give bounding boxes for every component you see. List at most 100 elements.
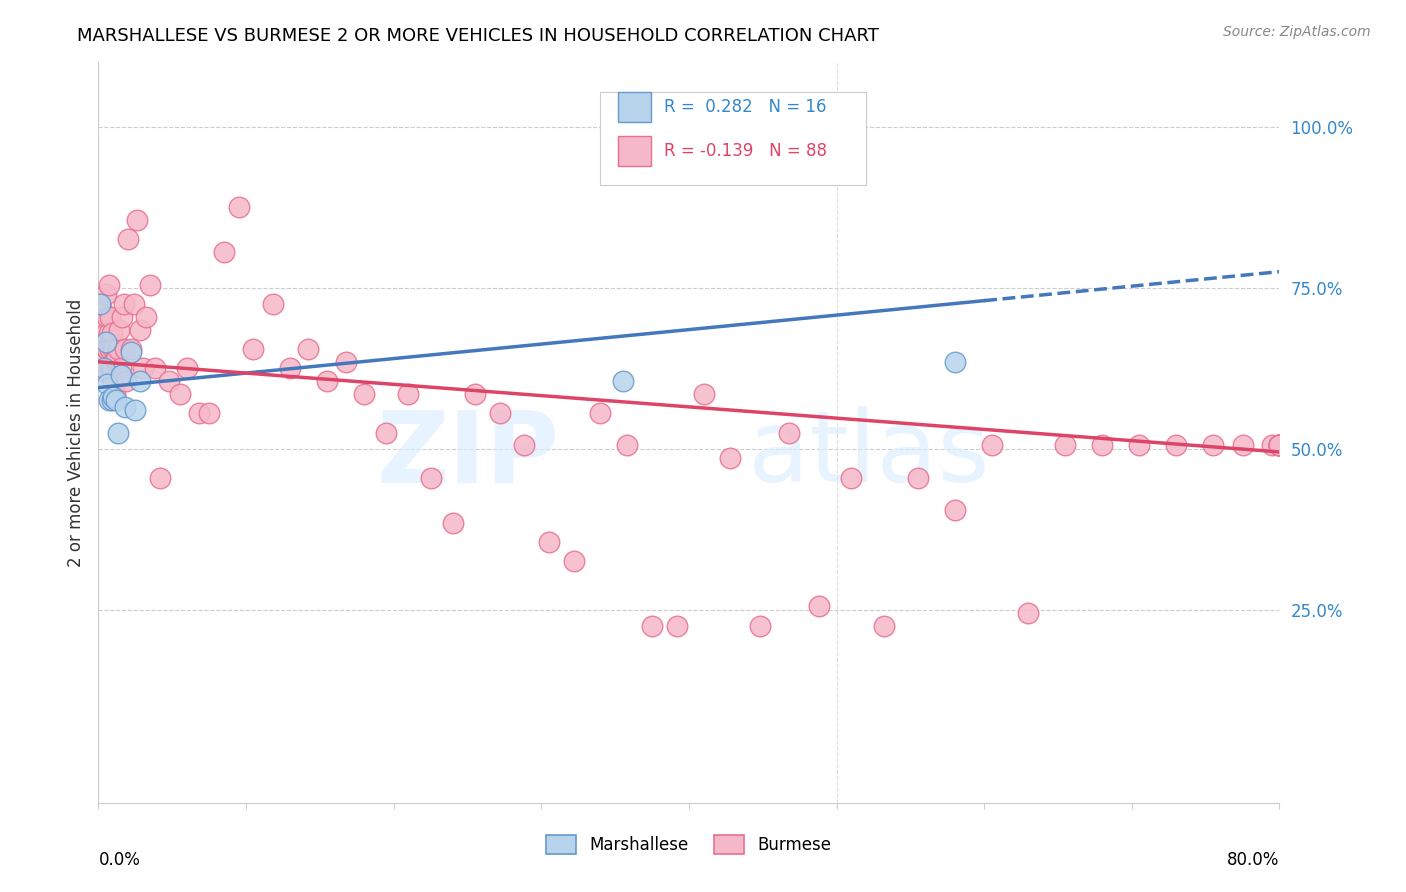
Point: [100, 361, 122, 376]
FancyBboxPatch shape: [619, 92, 651, 121]
Point: [125, 213, 148, 227]
Point: [89, 326, 111, 340]
Point: [353, 387, 375, 401]
Point: [562, 554, 585, 568]
Point: [419, 471, 441, 485]
Point: [90, 345, 112, 359]
Point: [612, 374, 634, 388]
Point: [589, 406, 612, 420]
Point: [105, 351, 128, 366]
Point: [242, 342, 264, 356]
Point: [441, 516, 464, 530]
Point: [1202, 438, 1225, 452]
Point: [89, 297, 111, 311]
FancyBboxPatch shape: [600, 92, 866, 185]
Point: [778, 425, 800, 440]
Point: [96, 377, 118, 392]
Point: [212, 245, 235, 260]
Text: atlas: atlas: [748, 407, 990, 503]
Point: [103, 374, 125, 388]
Point: [666, 619, 689, 633]
Point: [316, 374, 339, 388]
Point: [512, 438, 534, 452]
Point: [943, 355, 966, 369]
Point: [149, 471, 172, 485]
Point: [97, 326, 120, 340]
Text: R = -0.139   N = 88: R = -0.139 N = 88: [664, 143, 827, 161]
Point: [108, 323, 131, 337]
Text: ZIP: ZIP: [377, 407, 560, 503]
Point: [139, 277, 162, 292]
Point: [335, 355, 357, 369]
Point: [375, 425, 398, 440]
Point: [97, 393, 120, 408]
Point: [103, 342, 125, 356]
Point: [105, 393, 128, 408]
Text: 80.0%: 80.0%: [1227, 851, 1279, 869]
Point: [107, 425, 129, 440]
Text: R =  0.282   N = 16: R = 0.282 N = 16: [664, 98, 827, 116]
Point: [198, 406, 221, 420]
FancyBboxPatch shape: [619, 136, 651, 166]
Point: [297, 342, 319, 356]
Point: [748, 619, 770, 633]
Point: [398, 387, 420, 401]
Point: [135, 310, 157, 324]
Point: [124, 403, 146, 417]
Point: [103, 390, 125, 404]
Point: [107, 342, 129, 356]
Point: [96, 310, 118, 324]
Point: [90, 300, 112, 314]
Point: [1018, 606, 1040, 620]
Point: [616, 438, 638, 452]
Point: [120, 342, 142, 356]
Point: [228, 200, 250, 214]
Point: [169, 387, 191, 401]
Point: [907, 471, 929, 485]
Point: [1166, 438, 1188, 452]
Point: [120, 345, 142, 359]
Point: [111, 310, 134, 324]
Point: [1268, 438, 1291, 452]
Point: [93, 355, 115, 369]
Point: [1091, 438, 1114, 452]
Point: [94, 335, 117, 350]
Point: [187, 406, 209, 420]
Point: [100, 393, 122, 408]
Point: [841, 471, 863, 485]
Point: [128, 374, 150, 388]
Point: [1268, 438, 1291, 452]
Point: [94, 326, 117, 340]
Point: [464, 387, 486, 401]
Point: [91, 323, 114, 337]
Point: [693, 387, 716, 401]
Y-axis label: 2 or more Vehicles in Household: 2 or more Vehicles in Household: [66, 299, 84, 566]
Point: [176, 361, 198, 376]
Point: [112, 297, 135, 311]
Point: [1261, 438, 1284, 452]
Point: [132, 361, 155, 376]
Point: [114, 400, 136, 414]
Point: [98, 342, 121, 356]
Point: [104, 387, 127, 401]
Point: [262, 297, 284, 311]
Point: [143, 361, 166, 376]
Point: [1054, 438, 1077, 452]
Point: [100, 326, 122, 340]
Point: [110, 361, 132, 376]
Point: [1268, 438, 1291, 452]
Point: [91, 364, 114, 378]
Point: [1268, 438, 1291, 452]
Point: [1268, 438, 1291, 452]
Point: [94, 287, 117, 301]
Point: [641, 619, 664, 633]
Point: [115, 374, 138, 388]
Point: [807, 599, 830, 614]
Point: [718, 451, 741, 466]
Point: [98, 310, 121, 324]
Point: [489, 406, 512, 420]
Text: 0.0%: 0.0%: [98, 851, 141, 869]
Point: [97, 277, 120, 292]
Point: [157, 374, 180, 388]
Point: [943, 503, 966, 517]
